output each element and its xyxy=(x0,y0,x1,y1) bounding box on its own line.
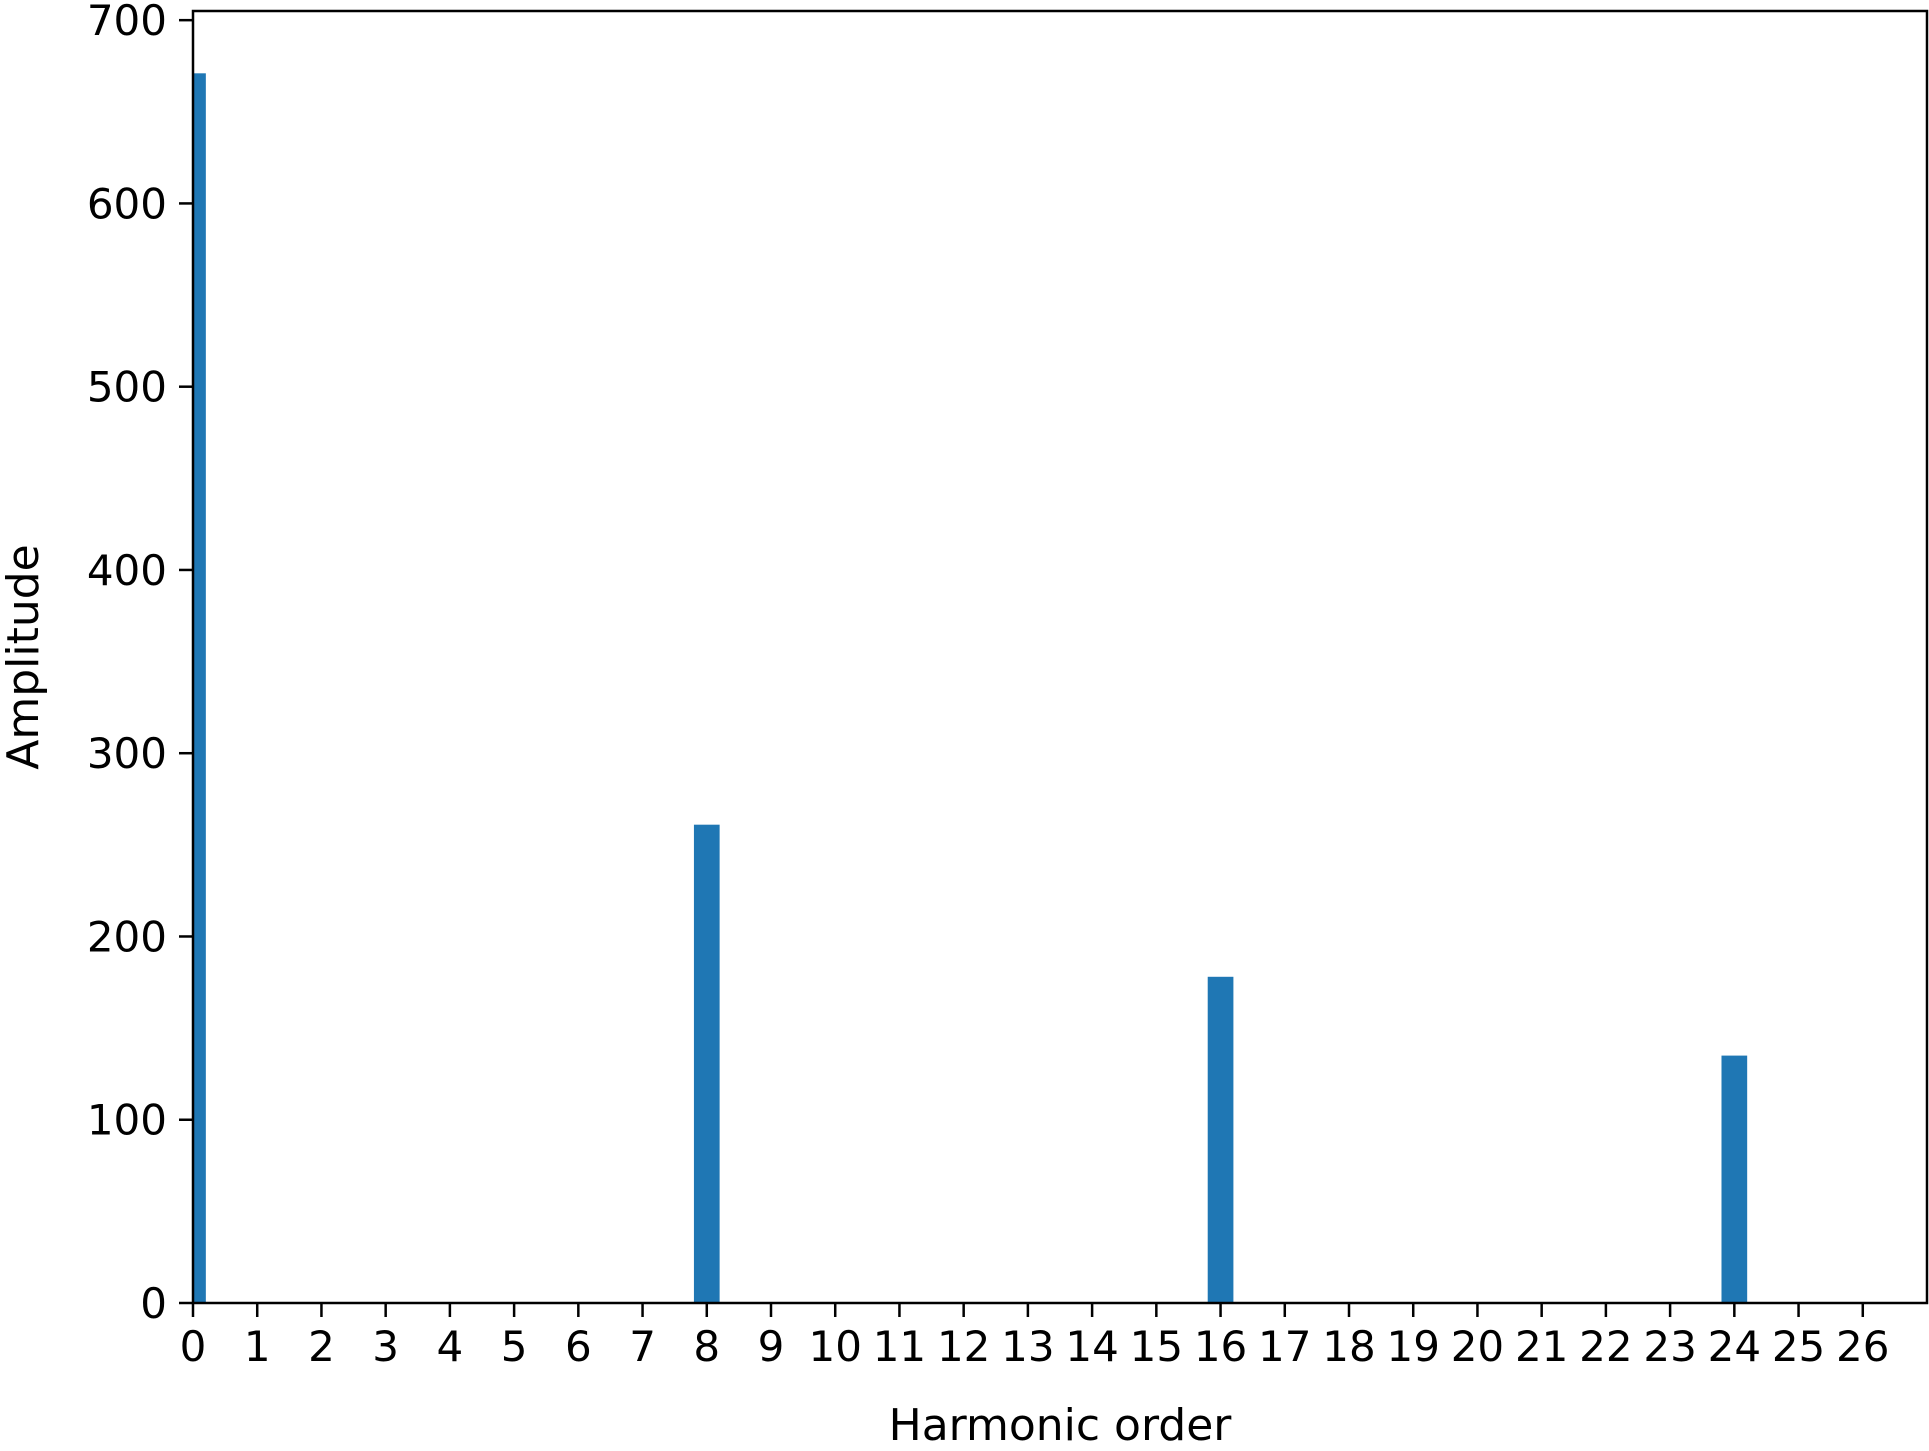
x-tick-label: 13 xyxy=(1001,1322,1054,1371)
x-tick-label: 17 xyxy=(1258,1322,1311,1371)
y-ticks-group: 0 100 200 300 400 500 600 700 xyxy=(87,0,193,1328)
x-tick-label: 4 xyxy=(437,1322,464,1371)
x-tick-label: 1 xyxy=(244,1322,271,1371)
x-axis-label: Harmonic order xyxy=(889,1400,1233,1451)
y-tick-label: 0 xyxy=(140,1279,167,1328)
bar-harmonic-0 xyxy=(193,73,206,1304)
x-tick-label: 26 xyxy=(1836,1322,1889,1371)
bar-harmonic-24 xyxy=(1721,1055,1748,1303)
x-tick-label: 3 xyxy=(372,1322,399,1371)
x-tick-label: 14 xyxy=(1065,1322,1118,1371)
bars-group xyxy=(193,73,1748,1304)
x-tick-label: 8 xyxy=(693,1322,720,1371)
plot-frame xyxy=(191,9,1929,1305)
x-tick-label: 10 xyxy=(808,1322,861,1371)
x-tick-label: 21 xyxy=(1515,1322,1568,1371)
bar-harmonic-8 xyxy=(693,824,720,1303)
x-tick-label: 22 xyxy=(1579,1322,1632,1371)
x-tick-label: 12 xyxy=(937,1322,990,1371)
y-tick-label: 500 xyxy=(87,363,167,412)
y-tick-label: 100 xyxy=(87,1096,167,1145)
y-axis-label: Amplitude xyxy=(0,544,49,769)
y-tick-label: 300 xyxy=(87,729,167,778)
x-tick-label: 18 xyxy=(1322,1322,1375,1371)
x-tick-label: 16 xyxy=(1194,1322,1247,1371)
x-tick-label: 9 xyxy=(758,1322,785,1371)
x-tick-label: 6 xyxy=(565,1322,592,1371)
x-tick-label: 7 xyxy=(629,1322,656,1371)
x-tick-label: 24 xyxy=(1708,1322,1761,1371)
x-tick-label: 25 xyxy=(1772,1322,1825,1371)
x-tick-label: 11 xyxy=(873,1322,926,1371)
y-tick-label: 700 xyxy=(87,0,167,45)
x-tick-label: 2 xyxy=(308,1322,335,1371)
y-tick-label: 400 xyxy=(87,546,167,595)
x-tick-label: 20 xyxy=(1451,1322,1504,1371)
x-tick-label: 0 xyxy=(180,1322,207,1371)
x-tick-label: 15 xyxy=(1130,1322,1183,1371)
x-tick-label: 19 xyxy=(1386,1322,1439,1371)
y-tick-label: 600 xyxy=(87,179,167,228)
x-tick-label: 23 xyxy=(1643,1322,1696,1371)
bar-harmonic-16 xyxy=(1207,976,1234,1303)
y-tick-label: 200 xyxy=(87,912,167,961)
x-ticks-group: 0 1 2 3 4 5 6 7 8 9 10 11 12 13 14 15 16 17 18 19 20 21 22 23 24… xyxy=(180,1303,1890,1371)
x-tick-label: 5 xyxy=(501,1322,528,1371)
